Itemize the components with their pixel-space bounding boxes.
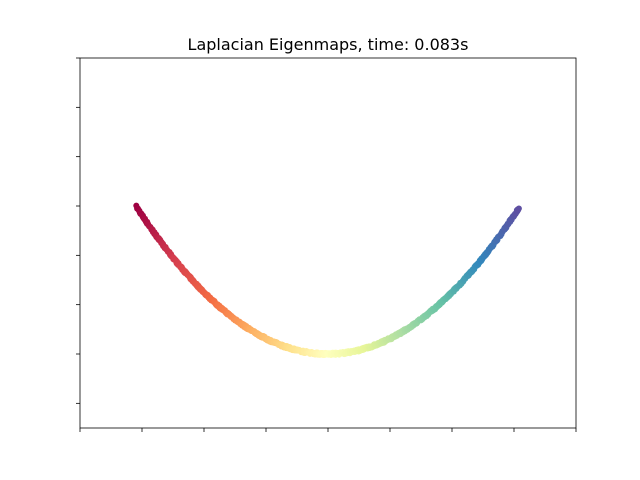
x-axis-ticks <box>79 428 577 432</box>
y-axis-ticks <box>76 57 80 404</box>
scatter-points <box>133 202 522 359</box>
chart-title: Laplacian Eigenmaps, time: 0.083s <box>188 35 469 54</box>
scatter-point <box>515 205 522 212</box>
plot-frame <box>79 57 577 429</box>
